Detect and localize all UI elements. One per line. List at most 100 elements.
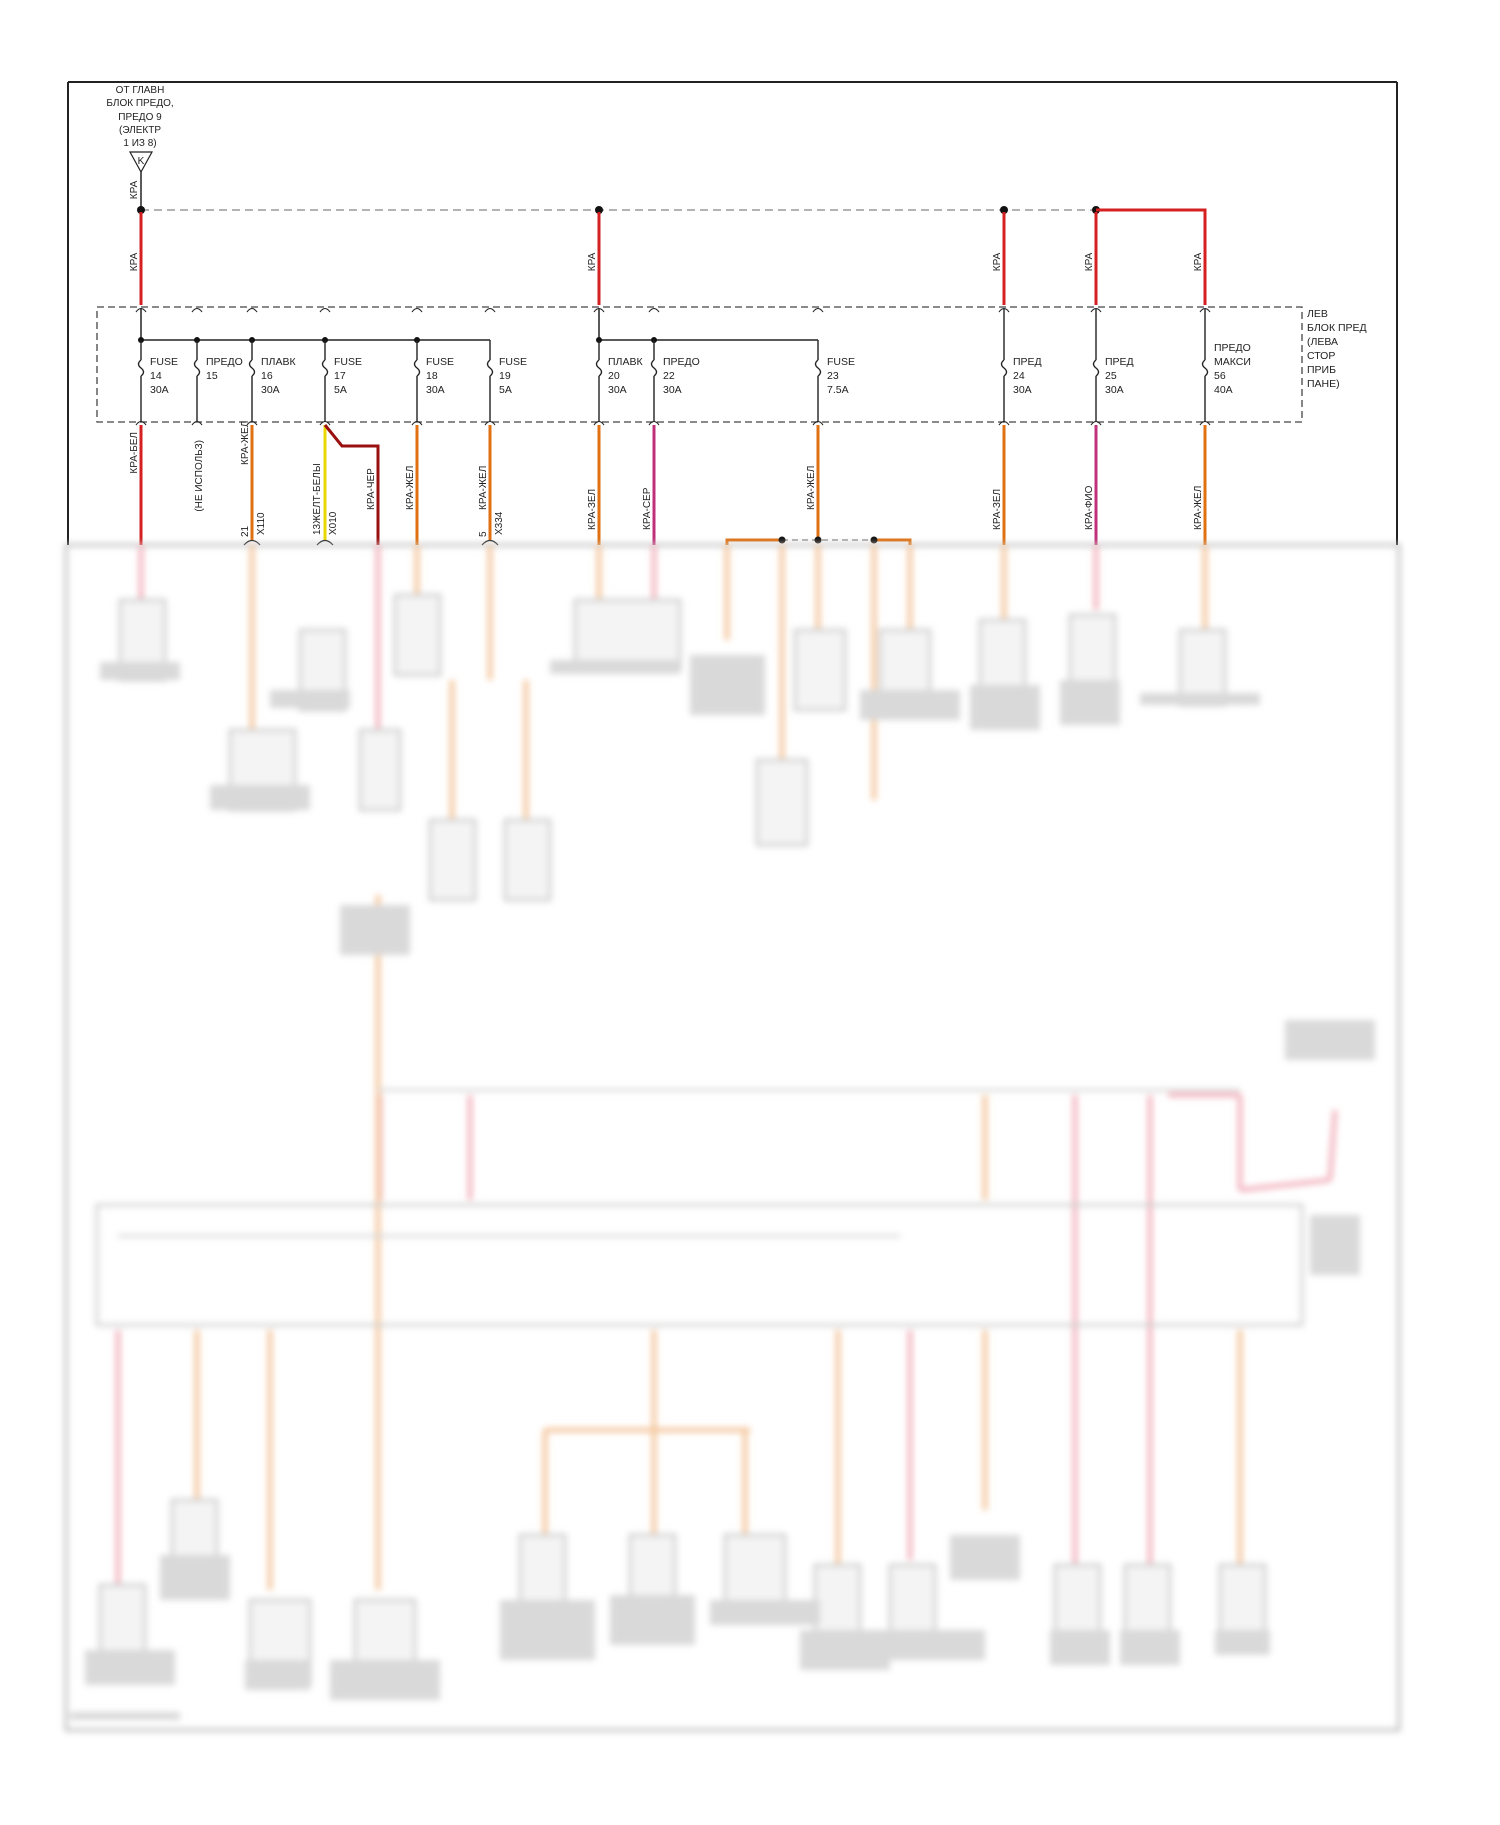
fuse-label: 30A	[150, 384, 169, 396]
fuse-label: 30A	[1105, 384, 1124, 396]
fuse-15: ПРЕДО 15	[191, 307, 243, 426]
fuse-label: 5A	[499, 384, 512, 396]
fuse-label: 18	[426, 370, 438, 382]
out-conn-16: X110	[256, 512, 267, 535]
fuse-label: 22	[663, 370, 675, 382]
fuse-group: FUSE 14 30A ПРЕДО 15 ПЛАВК 16 30A FUSE 17 5A FUSE 18…	[135, 307, 1251, 426]
fuse-24: ПРЕД 24 30A	[998, 307, 1042, 426]
fuse-label: 16	[261, 370, 273, 382]
fuse-symbol-icon	[595, 359, 603, 377]
fuse-label: 15	[206, 370, 218, 382]
source-label: ОТ ГЛАВН БЛОК ПРЕДО, ПРЕДО 9 (ЭЛЕКТР 1 И…	[106, 85, 173, 149]
bus-junctions	[137, 206, 1100, 214]
feed-label-1: КРА	[129, 252, 140, 271]
fuse-label: ПРЕДО	[1214, 342, 1251, 354]
out-label-18: КРА-ЖЕЛ	[405, 466, 416, 510]
feed-label-4: КРА	[1084, 252, 1095, 271]
fuse-20: ПЛАВК 20 30A	[593, 307, 643, 426]
feed-wire-56	[1096, 208, 1207, 305]
fuse-symbol-icon	[248, 359, 256, 377]
fuse-label: ПРЕД	[1105, 356, 1134, 368]
block-line-1: ЛЕВ	[1307, 308, 1328, 320]
fuse-label: 14	[150, 370, 162, 382]
fuse-label: 30A	[1013, 384, 1032, 396]
source-connector-label: K	[138, 156, 145, 167]
fuse-label: 17	[334, 370, 346, 382]
fuse-label: ПРЕДО	[206, 356, 243, 368]
fuse-label: ПРЕД	[1013, 356, 1042, 368]
fuse-symbol-icon	[650, 359, 658, 377]
fuse-label: 30A	[426, 384, 445, 396]
source-line-3: ПРЕДО 9	[118, 112, 162, 123]
fuse-label: 24	[1013, 370, 1025, 382]
source-wire-label: КРА	[129, 180, 140, 199]
out-label-14: КРА-БЕЛ	[129, 432, 140, 474]
fuse-label: 30A	[608, 384, 627, 396]
split-junctions	[778, 536, 878, 544]
blurred-lower-diagram	[64, 543, 1401, 1732]
fuse-label: 56	[1214, 370, 1226, 382]
fuse-symbol-icon	[486, 359, 494, 377]
out-label-17b: КРА-ЧЕР	[366, 468, 377, 510]
out-conn-17: X010	[328, 511, 339, 535]
fuse-label: FUSE	[150, 356, 178, 368]
out-label-20: КРА-ЗЕЛ	[587, 489, 598, 530]
output-wires	[139, 424, 1207, 545]
block-line-2: БЛОК ПРЕД	[1307, 322, 1367, 334]
fuse-16: ПЛАВК 16 30A	[246, 307, 296, 426]
fuse-label: FUSE	[426, 356, 454, 368]
out-pin-19: 5	[478, 531, 489, 537]
out-label-25: КРА-ФИО	[1084, 485, 1095, 530]
out-pin-16: 21	[240, 525, 251, 537]
fuse-23: FUSE 23 7.5A	[812, 307, 855, 426]
source-connector-icon: K	[128, 151, 154, 174]
fuse-label: 30A	[261, 384, 280, 396]
fuse-symbol-icon	[814, 359, 822, 377]
fuse-25: ПРЕД 25 30A	[1090, 307, 1134, 426]
out-label-24: КРА-ЗЕЛ	[992, 489, 1003, 530]
block-line-5: ПРИБ	[1307, 364, 1336, 376]
fuse-label: 40A	[1214, 384, 1233, 396]
feed-wires	[139, 212, 1098, 305]
internal-busbars	[140, 309, 818, 341]
fuse-18: FUSE 18 30A	[411, 307, 454, 426]
fuse-label: FUSE	[499, 356, 527, 368]
fuse-56: ПРЕДО МАКСИ 56 40A	[1199, 307, 1251, 426]
out-label-56: КРА-ЖЕЛ	[1193, 486, 1204, 530]
fuse-label: 5A	[334, 384, 347, 396]
out-label-22: КРА-СЕР	[642, 487, 653, 530]
fuse-block-label: ЛЕВ БЛОК ПРЕД (ЛЕВА СТОР ПРИБ ПАНЕ)	[1307, 308, 1367, 390]
feed-label-3: КРА	[992, 252, 1003, 271]
fuse-symbol-icon	[1000, 359, 1008, 377]
out-conn-19: X334	[494, 511, 505, 535]
fuse-symbol-icon	[413, 359, 421, 377]
out-label-19: КРА-ЖЕЛ	[478, 466, 489, 510]
fuse-label: FUSE	[827, 356, 855, 368]
source-line-5: 1 ИЗ 8)	[123, 138, 156, 149]
diagram-frame	[67, 81, 1398, 545]
source-line-4: (ЭЛЕКТР	[119, 125, 161, 136]
fuse-label: ПЛАВК	[608, 356, 643, 368]
fuse-symbol-icon	[321, 359, 329, 377]
fuse-symbol-icon	[1092, 359, 1100, 377]
feed-label-5: КРА	[1193, 252, 1204, 271]
fuse-22: ПРЕДО 22 30A	[648, 307, 700, 426]
source-line-1: ОТ ГЛАВН	[116, 85, 165, 96]
fuse-symbol-icon	[137, 359, 145, 377]
fuse-label: МАКСИ	[1214, 356, 1251, 368]
fuse-label: 23	[827, 370, 839, 382]
fuse-label: 20	[608, 370, 620, 382]
out-label-23: КРА-ЖЕЛ	[806, 466, 817, 510]
fuse-symbol-icon	[193, 359, 201, 377]
fuse-symbol-icon	[1201, 359, 1209, 377]
out-label-16: КРА-ЖЕЛ	[240, 421, 251, 465]
fuse-label: 19	[499, 370, 511, 382]
fuse-17: FUSE 17 5A	[319, 307, 362, 426]
feed-label-2: КРА	[587, 252, 598, 271]
fuse-label: ПРЕДО	[663, 356, 700, 368]
block-line-6: ПАНЕ)	[1307, 378, 1340, 390]
out-label-15: (НЕ ИСПОЛЬЗ)	[194, 440, 205, 512]
source-line-2: БЛОК ПРЕДО,	[106, 98, 173, 109]
block-line-3: (ЛЕВА	[1307, 336, 1338, 348]
